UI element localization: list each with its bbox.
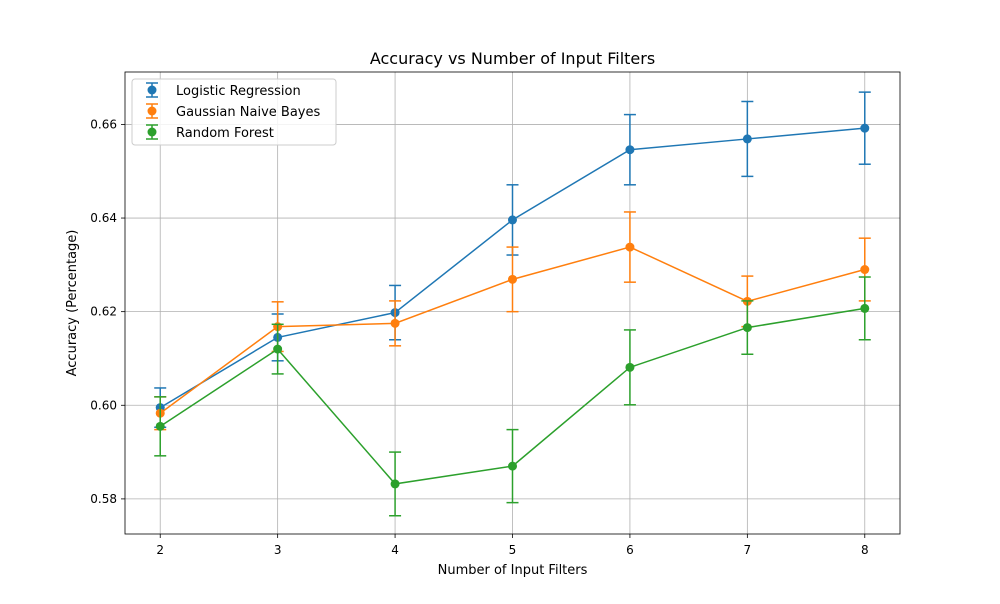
legend-box (131, 78, 337, 146)
y-tick-label: 0.58 (90, 492, 117, 506)
data-point (742, 323, 752, 333)
ticks: 2 3 4 5 6 7 8 0.58 0.60 0.62 0.64 0.66 (90, 117, 868, 557)
y-tick-label: 0.64 (90, 211, 117, 225)
x-tick-label: 7 (744, 543, 752, 557)
legend-marker (147, 106, 157, 116)
series-logistic-regression (154, 91, 871, 429)
y-tick-label: 0.62 (90, 305, 117, 319)
x-axis-label: Number of Input Filters (438, 563, 588, 578)
data-point (742, 134, 752, 144)
data-point (508, 215, 517, 225)
data-point (508, 274, 517, 284)
legend-label: Random Forest (176, 126, 274, 141)
legend: Logistic Regression Gaussian Naive Bayes R… (131, 78, 337, 146)
series-random-forest (154, 276, 871, 517)
x-tick-label: 5 (509, 543, 517, 557)
data-point (508, 461, 517, 471)
x-tick-label: 6 (626, 543, 634, 557)
data-point (390, 318, 400, 328)
legend-label: Gaussian Naive Bayes (176, 105, 320, 120)
x-tick-label: 3 (274, 543, 282, 557)
data-point (860, 265, 870, 275)
legend-label: Logistic Regression (176, 84, 301, 99)
data-point (155, 421, 165, 431)
legend-marker (147, 127, 157, 137)
y-tick-label: 0.60 (90, 398, 117, 412)
chart-title: Accuracy vs Number of Input Filters (370, 49, 655, 68)
x-tick-label: 8 (861, 543, 869, 557)
x-tick-label: 4 (391, 543, 399, 557)
data-point (625, 242, 635, 252)
x-tick-label: 2 (156, 543, 164, 557)
data-point (625, 362, 635, 372)
series-layer (154, 91, 871, 517)
data-point (860, 123, 870, 133)
data-point (390, 479, 400, 489)
data-point (273, 344, 283, 354)
data-point (860, 303, 870, 313)
y-axis-label: Accuracy (Percentage) (65, 230, 80, 377)
legend-marker (147, 85, 157, 95)
y-tick-label: 0.66 (90, 117, 117, 131)
data-point (625, 145, 635, 155)
